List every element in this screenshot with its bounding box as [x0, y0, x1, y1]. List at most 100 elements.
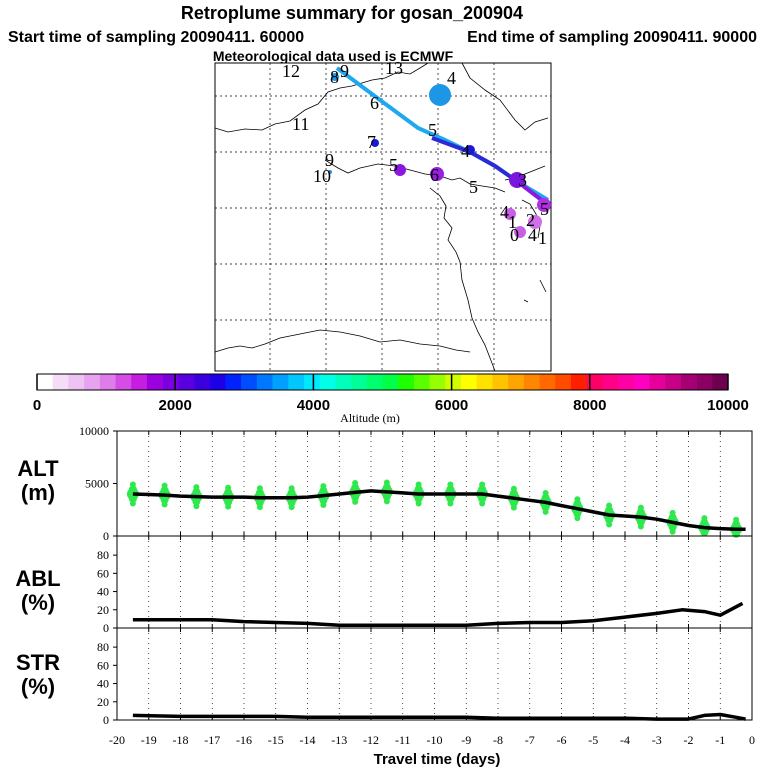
y-tick-label: 60 — [97, 566, 109, 580]
colorbar-cell — [649, 374, 666, 390]
colorbar-cell — [194, 374, 211, 390]
map-coastlines — [214, 62, 549, 372]
altitude-spread-dot — [160, 486, 169, 495]
colorbar-label: Altitude (m) — [340, 411, 400, 425]
altitude-spread-dot — [573, 499, 582, 508]
colorbar-cell — [99, 374, 116, 390]
day-label: 5 — [540, 199, 549, 219]
colorbar-cell — [398, 374, 415, 390]
colorbar-cell — [366, 374, 383, 390]
colorbar-cell — [602, 374, 619, 390]
y-tick-label: 80 — [97, 640, 109, 654]
plume-dot — [331, 73, 339, 81]
plume-dot — [509, 172, 525, 188]
altitude-spread-dot — [732, 520, 741, 529]
colorbar-cell — [351, 374, 368, 390]
plume-dot — [514, 226, 526, 238]
altitude-spread-dot — [541, 493, 550, 502]
plume-dot — [504, 208, 516, 220]
x-tick-label: -14 — [300, 733, 316, 747]
day-label: 4 — [447, 68, 456, 88]
time-series-panels: ALT (m) 0 5000 10000 ABL (%) 0 20 40 60 80 STR… — [15, 424, 755, 768]
altitude-spread-dot — [161, 482, 168, 489]
x-tick-label: -15 — [268, 733, 284, 747]
colorbar-ticks: 0 2000 4000 6000 8000 10000 — [33, 374, 749, 414]
altitude-spread-dot — [574, 496, 581, 503]
plume-dot — [465, 145, 475, 155]
colorbar-cell — [508, 374, 525, 390]
colorbar-tick-label: 0 — [33, 397, 41, 414]
coast-south-border — [214, 329, 471, 353]
coast-northeast-border — [461, 62, 549, 131]
y-tick-label: 40 — [97, 585, 109, 599]
colorbar-cells — [37, 374, 729, 390]
colorbar-tick-label: 6000 — [435, 397, 468, 414]
altitude-spread-dot — [542, 489, 549, 496]
altitude-spread-dot — [510, 485, 517, 492]
figure-title: Retroplume summary for gosan_200904 — [181, 3, 523, 23]
altitude-spread-dot — [193, 484, 200, 491]
colorbar-cell — [523, 374, 540, 390]
colorbar-cell — [225, 374, 242, 390]
abl-unit-label: (%) — [21, 590, 55, 615]
colorbar-cell — [319, 374, 336, 390]
day-label: 4 — [461, 141, 470, 161]
plume-dot — [328, 170, 332, 174]
colorbar-cell — [131, 374, 148, 390]
y-tick-label: 0 — [103, 621, 109, 635]
day-label: 1 — [508, 212, 517, 232]
altitude-spread-dot — [129, 481, 136, 488]
colorbar-cell — [555, 374, 572, 390]
altitude-spread-dot — [225, 484, 232, 491]
day-label: 10 — [313, 166, 331, 186]
colorbar-cell — [115, 374, 132, 390]
x-tick-label: 0 — [749, 733, 755, 747]
series-line — [132, 489, 746, 531]
altitude-spread-dot — [605, 506, 614, 515]
colorbar-cell — [461, 374, 478, 390]
x-tick-label: -1 — [715, 733, 725, 747]
colorbar-cell — [445, 374, 462, 390]
day-label: 5 — [389, 155, 398, 175]
y-tick-label: 0 — [103, 529, 109, 543]
colorbar-tick-label: 4000 — [297, 397, 330, 414]
x-tick-label: -5 — [588, 733, 598, 747]
alt-panel: ALT (m) 0 5000 10000 — [17, 424, 753, 543]
y-tick-label: 60 — [97, 658, 109, 672]
coast-inner-border — [324, 159, 506, 193]
altitude-spread-dot — [351, 483, 360, 492]
colorbar-cell — [178, 374, 195, 390]
altitude-spread-dot — [701, 515, 708, 522]
altitude-spread-dot — [288, 485, 295, 492]
altitude-spread-dot — [128, 485, 137, 494]
altitude-spread-dot — [383, 479, 390, 486]
colorbar-cell — [272, 374, 289, 390]
x-tick-label: -16 — [236, 733, 252, 747]
retroplume-map: 12 8 9 13 4 6 11 5 7 4 9 10 5 6 5 3 4 2 … — [214, 58, 552, 372]
x-tick-label: -19 — [141, 733, 157, 747]
plume-dot — [429, 84, 451, 106]
x-tick-label: -7 — [525, 733, 535, 747]
altitude-spread-dot — [637, 504, 644, 511]
coast-north-border — [214, 62, 429, 133]
colorbar-cell — [570, 374, 587, 390]
x-tick-label: -20 — [109, 733, 125, 747]
x-tick-label: -10 — [427, 733, 443, 747]
colorbar-cell — [382, 374, 399, 390]
map-day-labels: 12 8 9 13 4 6 11 5 7 4 9 10 5 6 5 3 4 2 … — [282, 58, 549, 248]
altitude-spread-dot — [320, 483, 327, 490]
colorbar-cell — [618, 374, 635, 390]
alt-label: ALT — [17, 456, 59, 481]
x-tick-label: -9 — [461, 733, 471, 747]
colorbar-cell — [288, 374, 305, 390]
day-label: 5 — [428, 120, 437, 140]
x-tick-label: -3 — [652, 733, 662, 747]
day-label: 11 — [292, 114, 309, 134]
start-time-label: Start time of sampling 20090411. 60000 — [8, 29, 304, 46]
colorbar-cell — [476, 374, 493, 390]
met-data-label: Meteorological data used is ECMWF — [213, 48, 454, 64]
colorbar-cell — [429, 374, 446, 390]
day-label: 6 — [370, 93, 379, 113]
map-grid — [215, 63, 551, 371]
